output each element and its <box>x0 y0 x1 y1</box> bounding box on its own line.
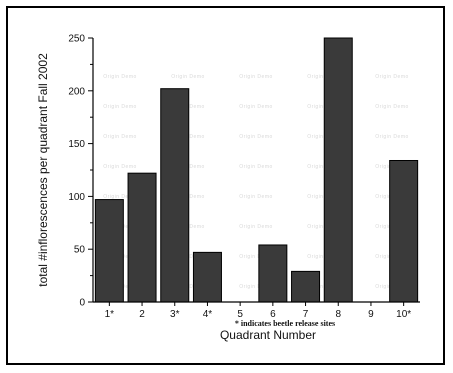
bars-layer <box>94 37 419 303</box>
x-tick-label: 5 <box>237 309 243 320</box>
x-tick-label: 3* <box>170 309 180 320</box>
watermark-text: Origin Demo <box>239 284 273 290</box>
axes-layer: 0 50 100 150 200 250 1* 2 3* 4* 5 6 7 8 9 10* <box>68 34 420 320</box>
y-tick-label: 100 <box>68 192 85 203</box>
x-tick-label: 7 <box>303 309 309 320</box>
bar-7 <box>291 270 321 303</box>
x-tick-label: 6 <box>270 309 276 320</box>
bar-8 <box>323 37 353 303</box>
x-tick-label: 10* <box>396 309 411 320</box>
y-tick-label: 200 <box>68 86 85 97</box>
watermark-text: Origin Demo <box>103 74 137 80</box>
watermark-text: Origin Demo <box>375 104 409 110</box>
chart-frame <box>6 6 445 365</box>
watermark-text: Origin Demo <box>103 134 137 140</box>
watermark-text: Origin Demo <box>171 74 205 80</box>
x-tick-label: 9 <box>368 309 374 320</box>
x-tick-label: 4* <box>203 309 213 320</box>
y-tick-label: 50 <box>74 245 86 256</box>
watermark-text: Origin Demo <box>103 194 137 200</box>
watermark-text: Origin Demo <box>375 74 409 80</box>
watermark-text: Origin Demo <box>239 134 273 140</box>
x-axis-title: Quadrant Number <box>220 328 316 342</box>
bar-6 <box>258 244 288 303</box>
watermark-text: Origin Demo <box>239 254 273 260</box>
bar-1 <box>94 199 124 303</box>
bar-2 <box>127 172 157 303</box>
watermark-text: Origin Demo <box>239 74 273 80</box>
bar-4 <box>192 251 222 303</box>
watermark-text: Origin Demo <box>375 134 409 140</box>
bar-3 <box>160 88 190 303</box>
x-tick-label: 2 <box>139 309 145 320</box>
x-tick-label: 8 <box>335 309 341 320</box>
annotation-note: * indicates beetle release sites <box>235 319 335 328</box>
x-tick-label: 1* <box>105 309 115 320</box>
watermark-text: Origin Demo <box>239 164 273 170</box>
y-tick-label: 150 <box>68 139 85 150</box>
watermark-text: Origin Demo <box>239 194 273 200</box>
y-axis-title: total #inflorescences per quadrant Fall … <box>36 53 50 287</box>
watermark-text: Origin Demo <box>103 104 137 110</box>
y-tick-label: 0 <box>79 298 85 309</box>
watermark-text: Origin Demo <box>239 104 273 110</box>
y-tick-label: 250 <box>68 34 85 45</box>
watermark-text: Origin Demo <box>239 224 273 230</box>
bar-10 <box>389 159 419 303</box>
watermark-text: Origin Demo <box>103 164 137 170</box>
